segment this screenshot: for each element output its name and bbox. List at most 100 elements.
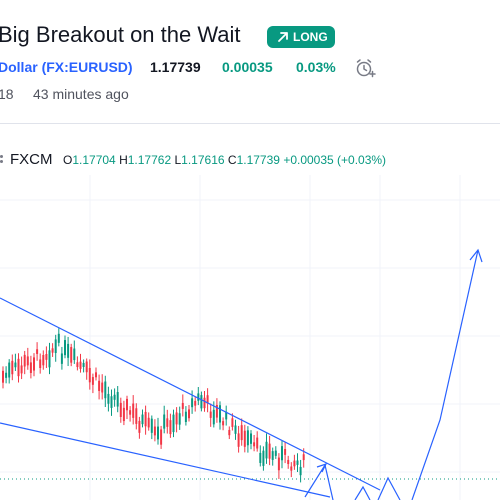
wedge-upper-trendline[interactable] bbox=[0, 297, 381, 491]
candle-body bbox=[197, 393, 200, 401]
price-change-percent: 0.03% bbox=[296, 59, 336, 75]
candle-body bbox=[157, 426, 159, 440]
wedge-drawing[interactable] bbox=[0, 248, 483, 500]
breakout-projection[interactable] bbox=[411, 249, 479, 500]
high-value: 1.17762 bbox=[127, 153, 172, 167]
candle-body bbox=[29, 362, 32, 373]
candle-body bbox=[138, 420, 141, 433]
candle-body bbox=[188, 409, 190, 419]
idea-title: Big Breakout on the Wait bbox=[0, 22, 241, 47]
chart-grid bbox=[0, 175, 500, 500]
candle-body bbox=[5, 372, 8, 378]
candle-body bbox=[302, 454, 305, 461]
candle-body bbox=[163, 414, 166, 429]
candle-body bbox=[175, 412, 178, 425]
candle-body bbox=[231, 418, 234, 427]
candle-body bbox=[222, 421, 225, 426]
candle-body bbox=[119, 402, 122, 417]
candle-body bbox=[60, 353, 63, 364]
candle-body bbox=[144, 411, 147, 427]
price-chart[interactable] bbox=[0, 124, 500, 500]
data-source: FXCM bbox=[10, 151, 53, 168]
candle-body bbox=[160, 429, 163, 445]
candle-body bbox=[36, 349, 39, 354]
candle-body bbox=[2, 370, 4, 383]
legend-dots-icon bbox=[0, 155, 6, 167]
candle-body bbox=[147, 417, 150, 428]
candle-body bbox=[64, 340, 66, 356]
ohlc-values: O1.17704 H1.17762 L1.17616 C1.17739 +0.0… bbox=[63, 153, 386, 167]
alarm-clock-plus-icon[interactable] bbox=[354, 57, 376, 79]
candle-body bbox=[287, 459, 290, 465]
candle-body bbox=[250, 433, 252, 444]
candle-body bbox=[113, 394, 116, 400]
candle-body bbox=[169, 420, 172, 435]
candle-body bbox=[259, 452, 262, 463]
candle-body bbox=[126, 398, 128, 411]
candle-body bbox=[234, 425, 237, 434]
candle-body bbox=[253, 442, 256, 447]
idea-header: Big Breakout on the Wait LONG Dollar (FX… bbox=[0, 0, 500, 120]
candle-body bbox=[67, 343, 70, 358]
candle-body bbox=[141, 414, 144, 425]
candle-body bbox=[268, 443, 271, 459]
candle-body bbox=[132, 403, 135, 418]
candle-body bbox=[17, 358, 20, 377]
candle-body bbox=[85, 361, 88, 373]
candle-body bbox=[95, 372, 97, 378]
symbol-link[interactable]: Dollar (FX:EURUSD) bbox=[0, 59, 133, 75]
candle-body bbox=[11, 360, 14, 375]
candle-body bbox=[54, 339, 57, 354]
candle-body bbox=[76, 362, 79, 368]
symbol-ticker[interactable]: (FX:EURUSD) bbox=[41, 59, 133, 75]
candle-body bbox=[178, 413, 181, 425]
candle-body bbox=[51, 348, 54, 353]
candle-body bbox=[296, 460, 299, 465]
candle-body bbox=[237, 433, 240, 447]
candle-body bbox=[14, 362, 17, 368]
last-price: 1.17739 bbox=[150, 59, 201, 75]
published-time: 43 minutes ago bbox=[33, 86, 129, 102]
candle-body bbox=[240, 425, 243, 441]
candle-body bbox=[277, 457, 280, 471]
candle-body bbox=[82, 362, 85, 367]
high-label: H bbox=[119, 153, 128, 167]
candle-body bbox=[246, 430, 249, 446]
close-value: 1.17739 bbox=[236, 153, 280, 167]
open-value: 1.17704 bbox=[72, 153, 116, 167]
projected-path-3[interactable] bbox=[377, 476, 401, 500]
candle-body bbox=[191, 398, 194, 408]
candle-body bbox=[110, 396, 113, 408]
candle-body bbox=[293, 460, 296, 467]
candle-body bbox=[129, 410, 132, 415]
header-divider bbox=[0, 123, 500, 124]
candle-body bbox=[299, 466, 302, 476]
price-change: 0.00035 bbox=[222, 59, 273, 75]
wedge-lower-trendline[interactable] bbox=[0, 422, 331, 498]
close-label: C bbox=[227, 153, 237, 167]
candle-body bbox=[107, 393, 110, 404]
candle-body bbox=[33, 357, 35, 371]
candle-body bbox=[8, 362, 11, 378]
projected-path-2[interactable] bbox=[354, 485, 371, 500]
candle-body bbox=[225, 411, 228, 420]
candle-body bbox=[228, 429, 231, 436]
candle-body bbox=[184, 411, 187, 423]
meta-count: 18 bbox=[0, 86, 14, 102]
open-label: O bbox=[63, 153, 73, 167]
candle-body bbox=[265, 441, 268, 459]
candle-body bbox=[256, 437, 259, 449]
candle-body bbox=[215, 404, 218, 418]
arrow-head-1 bbox=[316, 462, 328, 473]
symbol-name[interactable]: Dollar bbox=[0, 59, 38, 75]
candle-body bbox=[23, 354, 26, 367]
low-value: 1.17616 bbox=[181, 153, 225, 167]
candle-body bbox=[20, 365, 23, 374]
candle-body bbox=[219, 405, 221, 423]
candle-body bbox=[70, 347, 73, 363]
candle-body bbox=[290, 466, 293, 471]
candle-body bbox=[91, 377, 94, 385]
candle-body bbox=[122, 407, 125, 422]
long-badge[interactable]: LONG bbox=[267, 26, 335, 48]
candle-body bbox=[172, 414, 175, 433]
